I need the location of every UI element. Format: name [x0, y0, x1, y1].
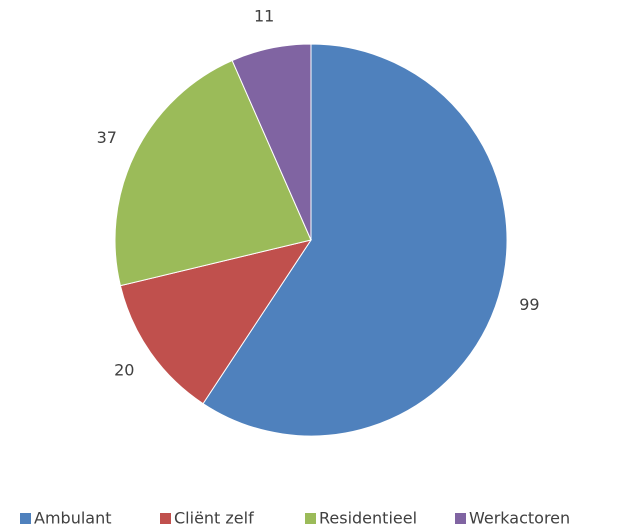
- data-label: 99: [519, 295, 539, 314]
- legend-label: Werkactoren: [469, 509, 570, 528]
- pie-slice: [119, 239, 313, 405]
- legend-label: Cliënt zelf: [174, 509, 254, 528]
- legend-swatch: [20, 513, 31, 524]
- pie-slice: [202, 43, 508, 437]
- legend-label: Residentieel: [319, 509, 417, 528]
- legend-label: Ambulant: [34, 509, 112, 528]
- legend-swatch: [160, 513, 171, 524]
- data-label: 20: [114, 360, 134, 379]
- data-label: 37: [97, 128, 117, 147]
- pie-slice: [231, 43, 312, 241]
- legend-swatch: [305, 513, 316, 524]
- legend-swatch: [455, 513, 466, 524]
- pie-slice: [114, 59, 312, 287]
- data-label: 11: [254, 6, 274, 25]
